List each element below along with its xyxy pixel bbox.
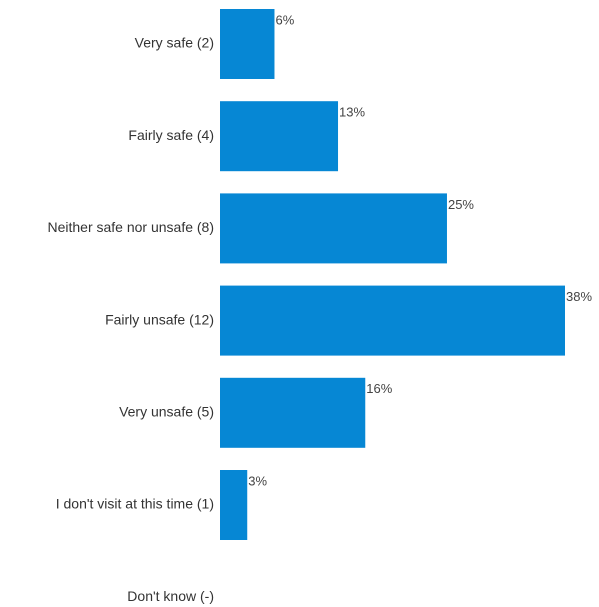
value-label: 3% <box>248 473 267 488</box>
bar <box>220 193 447 264</box>
category-label: Don't know (-) <box>127 588 214 604</box>
value-label: 38% <box>566 289 592 304</box>
bar <box>220 9 275 79</box>
value-label: 6% <box>275 12 294 27</box>
category-label: Very unsafe (5) <box>119 404 214 420</box>
category-label: Fairly safe (4) <box>128 127 214 143</box>
value-label: 25% <box>448 197 474 212</box>
value-label: 13% <box>339 105 365 120</box>
bar <box>220 470 248 540</box>
value-label: 16% <box>366 381 392 396</box>
category-label: Fairly unsafe (12) <box>105 311 214 327</box>
bar <box>220 101 339 172</box>
bar <box>220 377 366 448</box>
bar <box>220 285 565 356</box>
category-label: I don't visit at this time (1) <box>56 496 214 512</box>
category-label: Very safe (2) <box>135 35 214 51</box>
category-label: Neither safe nor unsafe (8) <box>47 219 214 235</box>
